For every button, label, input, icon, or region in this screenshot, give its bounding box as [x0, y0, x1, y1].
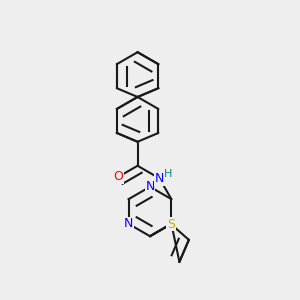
Text: O: O	[113, 170, 123, 183]
Text: N: N	[155, 172, 164, 185]
Text: N: N	[124, 218, 133, 230]
Text: N: N	[145, 180, 155, 193]
Text: H: H	[164, 169, 172, 179]
Text: S: S	[167, 218, 175, 230]
